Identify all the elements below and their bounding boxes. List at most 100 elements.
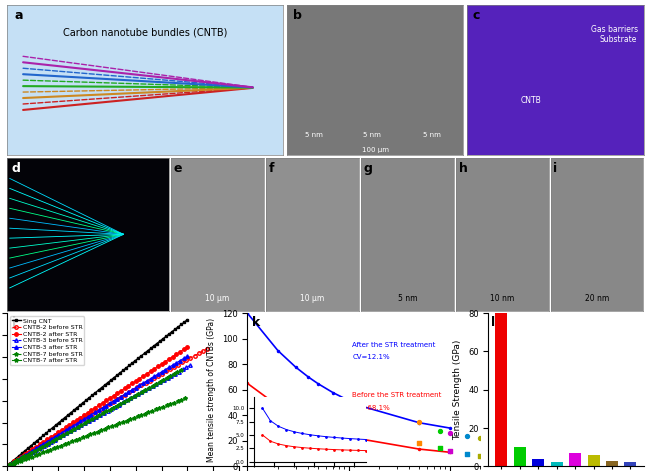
Text: 5 nm: 5 nm (363, 132, 381, 138)
CNTB-2 before STR (51, 433, 59, 439)
CNTB-3 before STR (137, 390, 145, 395)
Line: CNTB-2 after STR: CNTB-2 after STR (5, 345, 189, 468)
CNTB-7 before STR (152, 406, 160, 412)
Sing CNT (55, 420, 62, 425)
CNTB-7 before STR (57, 443, 65, 448)
Text: l: l (491, 317, 495, 329)
CNTB-3 after STR (113, 396, 121, 402)
CNTB-3 before STR (156, 379, 164, 385)
Sing CNT (64, 412, 72, 418)
CNTB-2 after STR (143, 371, 151, 376)
CNTB-3 before STR (70, 426, 78, 432)
CNTB-3 after STR (91, 409, 99, 415)
CNTB-3 before STR (21, 453, 29, 459)
CNTB-7 after STR (88, 416, 96, 422)
CNTB-2 after STR (10, 459, 18, 464)
CNTB-2 before STR (19, 453, 27, 459)
CNTB-7 after STR (156, 379, 164, 385)
CNTB-3 before STR (73, 424, 81, 430)
CNTB-7 before STR (112, 422, 120, 428)
CNTB-2 after STR (102, 398, 110, 403)
CNTB-3 after STR (165, 365, 173, 370)
CNTB-3 before STR (58, 432, 66, 438)
CNTB-2 before STR (154, 373, 162, 379)
CNTB-3 before STR (14, 457, 21, 463)
CNTB-3 after STR (14, 457, 21, 463)
CNTB-7 after STR (170, 372, 178, 377)
CNTB-2 after STR (95, 403, 103, 408)
CNTB-7 before STR (181, 396, 188, 401)
CNTB-2 before STR (129, 387, 137, 393)
CNTB-3 before STR (111, 404, 119, 409)
CNTB-7 before STR (144, 409, 152, 415)
CNTB-3 after STR (25, 450, 32, 455)
Y-axis label: Mean tensile strength of CNTBs (GPa): Mean tensile strength of CNTBs (GPa) (207, 318, 216, 462)
CNTB-3 before STR (6, 462, 14, 467)
CNTB-7 after STR (53, 436, 60, 442)
CNTB-2 before STR (125, 390, 133, 395)
CNTB-7 after STR (159, 377, 167, 383)
CNTB-7 after STR (120, 399, 128, 405)
CNTB-2 before STR (68, 423, 76, 429)
Text: Substrate: Substrate (599, 35, 637, 44)
CNTB-2 before STR (44, 438, 51, 444)
CNTB-3 after STR (21, 452, 29, 458)
Point (435, 445, 445, 452)
CNTB-7 after STR (56, 434, 64, 440)
CNTB-2 before STR (166, 366, 174, 372)
CNTB-7 before STR (72, 437, 79, 443)
CNTB-2 before STR (146, 378, 153, 383)
CNTB-2 after STR (14, 456, 21, 462)
CNTB-3 before STR (145, 385, 153, 391)
CNTB-7 after STR (142, 387, 150, 393)
CNTB-7 after STR (145, 385, 153, 391)
CNTB-2 after STR (29, 447, 36, 452)
CNTB-3 before STR (96, 412, 104, 418)
Bar (495, 313, 508, 466)
CNTB-2 after STR (66, 422, 73, 428)
CNTB-7 before STR (79, 434, 87, 440)
CNTB-7 before STR (35, 451, 43, 457)
CNTB-2 after STR (84, 410, 92, 415)
Point (445, 430, 455, 437)
CNTB-2 before STR (3, 463, 10, 469)
CNTB-3 before STR (47, 439, 55, 445)
CNTB-2 before STR (158, 371, 166, 376)
CNTB-7 after STR (17, 455, 25, 461)
CNTB-7 before STR (141, 411, 149, 416)
CNTB-7 after STR (77, 422, 85, 428)
CNTB-2 before STR (60, 428, 68, 434)
CNTB-2 before STR (31, 446, 39, 451)
CNTB-3 after STR (43, 439, 51, 444)
Line: CNTB-2 before STR: CNTB-2 before STR (5, 347, 209, 468)
Text: 10 nm: 10 nm (490, 294, 514, 303)
CNTB-2 before STR (190, 353, 198, 358)
CNTB-2 before STR (56, 430, 64, 436)
CNTB-3 before STR (183, 365, 190, 370)
CNTB-2 after STR (176, 349, 184, 355)
CNTB-2 after STR (150, 366, 158, 372)
CNTB-3 before STR (44, 441, 51, 447)
CNTB-7 before STR (90, 430, 97, 436)
CNTB-2 before STR (40, 440, 47, 446)
Text: f: f (268, 162, 274, 175)
Point (475, 452, 486, 460)
CNTB-2 after STR (136, 376, 144, 382)
CNTB-3 after STR (143, 378, 151, 384)
CNTB-2 before STR (64, 425, 72, 431)
CNTB-2 after STR (172, 351, 180, 357)
CNTB-2 after STR (99, 400, 107, 406)
CNTB-7 after STR (95, 413, 103, 418)
CNTB-2 after STR (183, 344, 191, 349)
CNTB-7 after STR (20, 454, 28, 459)
CNTB-7 before STR (10, 461, 18, 466)
CNTB-2 after STR (25, 449, 32, 455)
CNTB-2 after STR (88, 407, 96, 413)
CNTB-2 after STR (47, 434, 55, 440)
CNTB-2 before STR (150, 375, 157, 381)
CNTB-3 after STR (99, 405, 107, 411)
CNTB-2 before STR (178, 359, 186, 365)
CNTB-3 after STR (176, 358, 184, 364)
Bar (551, 463, 563, 466)
CNTB-7 before STR (75, 436, 83, 441)
